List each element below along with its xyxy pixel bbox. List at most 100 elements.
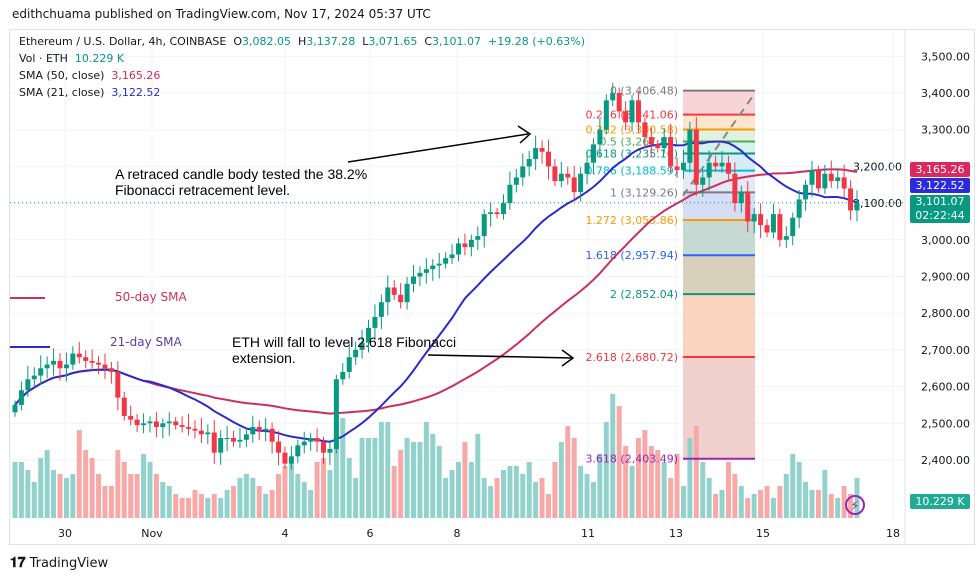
volume-bar bbox=[417, 442, 423, 518]
candle-body bbox=[128, 415, 134, 420]
volume-bar bbox=[713, 494, 719, 518]
candle-body bbox=[224, 437, 230, 439]
change-value: +19.28 (+0.63%) bbox=[488, 35, 585, 48]
fib-level-label: 0 (3,406.48) bbox=[610, 85, 678, 98]
candle-body bbox=[314, 437, 320, 442]
candle-body bbox=[108, 368, 114, 372]
volume-bar bbox=[327, 470, 333, 518]
sma50-annotation: 50-day SMA bbox=[115, 290, 187, 304]
volume-bar bbox=[462, 442, 468, 518]
volume-bar bbox=[198, 494, 204, 518]
volume-bar bbox=[372, 438, 378, 518]
candle-body bbox=[173, 421, 179, 426]
fib-band bbox=[683, 192, 755, 221]
candle-body bbox=[423, 269, 429, 273]
candle-body bbox=[475, 236, 481, 240]
volume-bar bbox=[173, 494, 179, 518]
y-tick-label: 3,200.00 bbox=[853, 160, 902, 173]
volume-bar bbox=[751, 494, 757, 518]
lightning-icon[interactable]: ⚡ bbox=[845, 495, 865, 515]
close-label: C bbox=[424, 35, 433, 48]
volume-bar bbox=[166, 486, 172, 518]
tradingview-logo-icon: 𝟏𝟕 bbox=[10, 555, 26, 571]
candle-body bbox=[526, 159, 532, 167]
volume-bar bbox=[693, 426, 699, 518]
candle-body bbox=[545, 151, 551, 167]
candle-body bbox=[481, 214, 487, 237]
volume-bar bbox=[603, 422, 609, 518]
low-label: L bbox=[362, 35, 369, 48]
volume-bar bbox=[83, 450, 89, 518]
volume-bar bbox=[526, 462, 532, 518]
footer: 𝟏𝟕 TradingView bbox=[10, 555, 108, 571]
candle-body bbox=[57, 360, 63, 369]
candle-body bbox=[333, 379, 339, 449]
candle-body bbox=[783, 236, 789, 240]
candle-body bbox=[590, 144, 596, 163]
candle-body bbox=[256, 426, 262, 431]
volume-bar bbox=[552, 462, 558, 518]
volume-bar bbox=[423, 422, 429, 518]
volume-bar bbox=[436, 446, 442, 518]
candle-body bbox=[192, 428, 198, 431]
volume-bar bbox=[243, 474, 249, 518]
volume-bar bbox=[205, 498, 211, 518]
candle-body bbox=[488, 212, 494, 215]
volume-bar bbox=[346, 458, 352, 518]
volume-bar bbox=[841, 486, 847, 518]
candle-body bbox=[803, 184, 809, 200]
volume-bar bbox=[295, 474, 301, 518]
candle-body bbox=[205, 432, 211, 435]
volume-bar bbox=[584, 474, 590, 518]
volume-bar bbox=[51, 470, 57, 518]
volume-bar bbox=[333, 426, 339, 518]
last-price: 3,101.07 bbox=[915, 195, 965, 208]
volume-bar bbox=[803, 482, 809, 518]
candle-body bbox=[642, 122, 648, 138]
volume-bar bbox=[147, 462, 153, 518]
candle-body bbox=[706, 162, 712, 178]
candle-body bbox=[777, 214, 783, 240]
high-value: 3,137.28 bbox=[306, 35, 356, 48]
x-tick-label: 11 bbox=[581, 527, 595, 540]
sma50-value: 3,165.26 bbox=[111, 69, 161, 82]
volume-bar bbox=[57, 474, 63, 518]
volume-bar bbox=[674, 454, 680, 518]
candle-body bbox=[89, 360, 95, 363]
candle-body bbox=[758, 214, 764, 226]
volume-bar bbox=[468, 462, 474, 518]
candle-body bbox=[160, 423, 166, 427]
candle-body bbox=[635, 100, 641, 123]
candle-body bbox=[301, 441, 307, 446]
volume-bar bbox=[449, 470, 455, 518]
fib-band bbox=[683, 220, 755, 256]
candle-body bbox=[745, 192, 751, 222]
sma21-label: SMA (21, close) bbox=[19, 86, 105, 99]
candle-body bbox=[513, 177, 519, 185]
volume-bar bbox=[790, 454, 796, 518]
volume-bar bbox=[777, 486, 783, 518]
volume-bar bbox=[321, 458, 327, 518]
candle-body bbox=[597, 129, 603, 145]
volume-bar bbox=[828, 494, 834, 518]
candle-body bbox=[674, 166, 680, 171]
candle-body bbox=[520, 166, 526, 178]
volume-bar bbox=[231, 486, 237, 518]
symbol-legend: Ethereum / U.S. Dollar, 4h, COINBASE O3,… bbox=[19, 35, 585, 48]
volume-bar bbox=[520, 474, 526, 518]
annotation-arrow bbox=[347, 125, 532, 163]
x-tick-label: 15 bbox=[756, 527, 770, 540]
volume-bar bbox=[719, 490, 725, 518]
candle-body bbox=[121, 397, 127, 416]
candle-body bbox=[115, 371, 121, 398]
volume-bar bbox=[192, 490, 198, 518]
volume-bar bbox=[404, 438, 410, 518]
sma21-line bbox=[14, 140, 858, 443]
candle-body bbox=[668, 137, 674, 167]
volume-bar bbox=[494, 478, 500, 518]
volume-bar bbox=[732, 474, 738, 518]
candle-body bbox=[751, 214, 757, 222]
volume-bar bbox=[385, 422, 391, 518]
volume-bar bbox=[648, 446, 654, 518]
